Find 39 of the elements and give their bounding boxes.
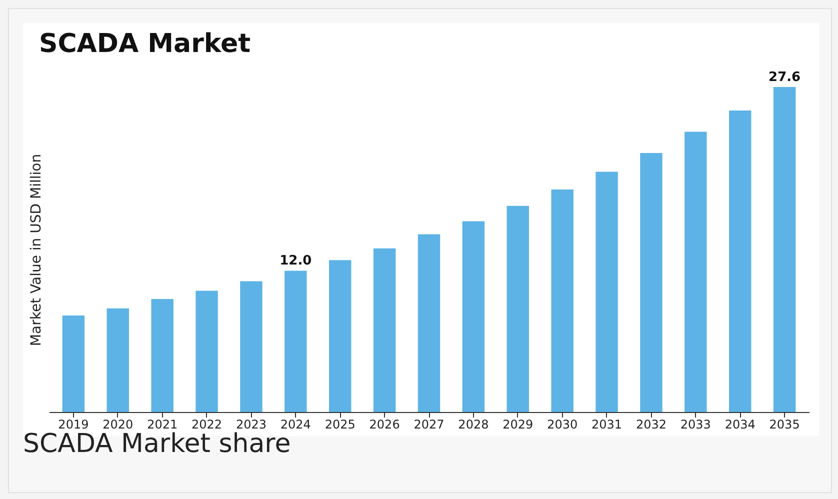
x-tick-label: 2032	[636, 418, 666, 432]
x-tick-label: 2024	[280, 418, 311, 432]
bar	[462, 221, 485, 412]
data-label: 12.0	[280, 254, 312, 269]
x-tick-label: 2026	[369, 418, 400, 432]
x-tick-label: 2019	[58, 418, 89, 432]
bar	[640, 152, 662, 412]
bar	[596, 172, 618, 412]
bar	[151, 298, 174, 412]
bar	[551, 189, 574, 412]
x-tick-label: 2034	[724, 418, 756, 432]
bar	[773, 87, 796, 412]
bar	[284, 270, 307, 412]
bar	[506, 206, 529, 412]
bar	[62, 315, 85, 412]
bar	[373, 248, 396, 412]
x-tick-label: 2031	[592, 418, 622, 432]
data-label: 27.6	[768, 70, 801, 85]
x-tick-label: 2029	[502, 418, 534, 432]
bar	[196, 290, 218, 412]
x-tick-label: 2035	[769, 418, 800, 432]
chart-title: SCADA Market	[39, 29, 251, 59]
bar	[729, 110, 752, 412]
x-tick-label: 2021	[147, 418, 178, 432]
bar	[684, 132, 707, 412]
x-tick-label: 2020	[102, 418, 134, 432]
bar	[329, 260, 352, 412]
x-tick-label: 2022	[192, 418, 222, 432]
x-tick-label: 2027	[414, 418, 444, 432]
bar	[240, 281, 262, 412]
bar	[418, 234, 440, 412]
bar	[106, 308, 129, 412]
x-tick-label: 2033	[680, 418, 711, 432]
x-tick-label: 2023	[236, 418, 266, 432]
x-tick-label: 2030	[547, 418, 578, 432]
x-tick-label: 2025	[324, 418, 356, 432]
x-tick-label: 2028	[458, 418, 489, 432]
y-axis-title: Market Value in USD Million	[28, 154, 44, 346]
text: SCADA Market share	[23, 429, 291, 459]
